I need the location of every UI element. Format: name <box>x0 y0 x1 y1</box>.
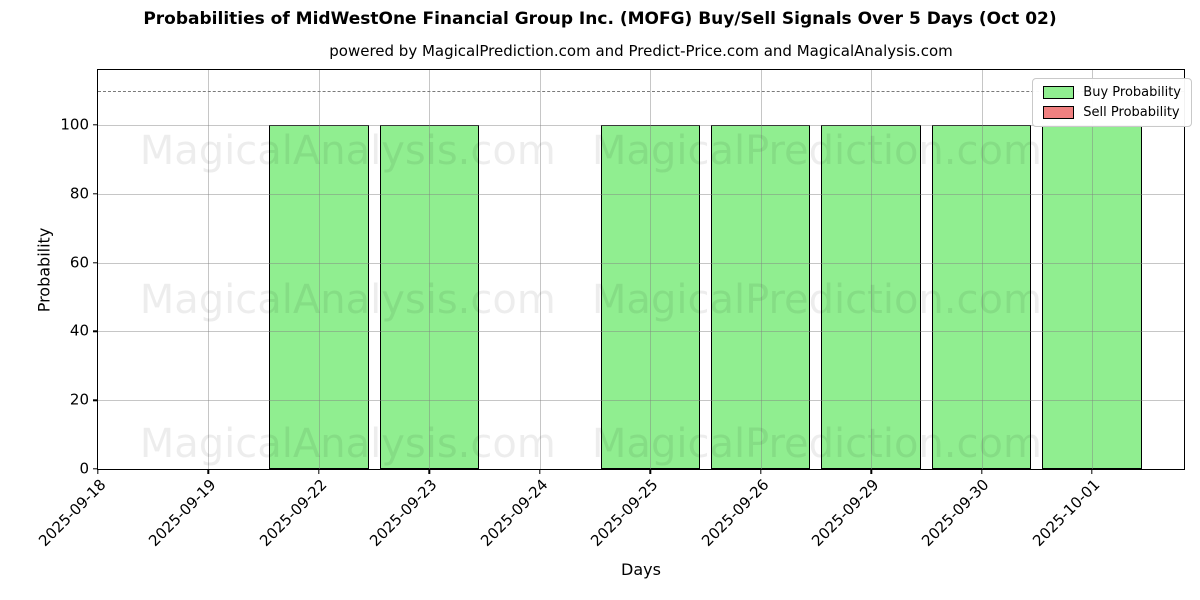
threshold-line <box>98 90 1184 92</box>
x-tick-label: 2025-09-24 <box>476 475 552 550</box>
y-gridline <box>98 400 1184 402</box>
x-gridline <box>539 70 541 469</box>
legend-item: Buy Probability <box>1043 86 1181 99</box>
x-gridline <box>208 70 210 469</box>
bar-buy-probability <box>269 125 369 469</box>
x-gridline <box>760 70 762 469</box>
chart-title: Probabilities of MidWestOne Financial Gr… <box>143 9 1057 29</box>
x-tick-label: 2025-09-23 <box>366 475 441 550</box>
x-tick-label: 2025-09-30 <box>918 475 993 550</box>
x-tick <box>980 469 983 474</box>
x-tick <box>428 469 431 474</box>
legend-label: Sell Probability <box>1083 105 1180 120</box>
y-tick-label: 60 <box>69 253 89 272</box>
y-tick <box>93 330 98 333</box>
bar-buy-probability <box>931 125 1032 469</box>
legend-item: Sell Probability <box>1043 106 1181 119</box>
x-tick <box>97 469 99 474</box>
x-gridline <box>650 70 652 469</box>
x-tick <box>649 469 651 474</box>
legend-swatch <box>1043 106 1075 119</box>
y-gridline <box>98 262 1184 264</box>
y-tick-label: 0 <box>79 459 89 478</box>
bar-buy-probability <box>710 125 811 469</box>
x-tick-label: 2025-09-29 <box>808 475 883 550</box>
y-tick-label: 40 <box>69 321 89 340</box>
chart-subtitle: powered by MagicalPrediction.com and Pre… <box>329 42 953 60</box>
y-tick <box>93 261 98 264</box>
x-axis-label: Days <box>621 560 661 579</box>
x-tick <box>539 469 541 474</box>
x-tick-label: 2025-09-18 <box>34 475 110 550</box>
y-gridline <box>98 331 1184 333</box>
bar-buy-probability <box>379 125 480 469</box>
x-tick <box>870 469 872 474</box>
x-tick <box>207 469 210 474</box>
y-gridline <box>98 125 1184 127</box>
x-gridline <box>429 70 431 469</box>
x-gridline <box>871 70 873 469</box>
y-tick-label: 20 <box>69 390 89 409</box>
x-tick-label: 2025-09-22 <box>255 475 331 550</box>
legend: Buy Probability Sell Probability <box>1032 78 1192 127</box>
y-axis-label: Probability <box>34 227 54 313</box>
y-tick-label: 100 <box>60 115 89 134</box>
x-tick <box>759 469 762 474</box>
x-tick <box>1091 469 1093 474</box>
x-tick-label: 2025-09-25 <box>587 475 662 550</box>
y-tick-label: 80 <box>69 184 89 203</box>
x-tick-label: 2025-10-01 <box>1028 475 1104 550</box>
bar-buy-probability <box>821 125 921 469</box>
legend-label: Buy Probability <box>1083 85 1181 100</box>
legend-swatch <box>1043 86 1075 99</box>
x-gridline <box>981 70 983 469</box>
x-tick-label: 2025-09-19 <box>145 475 220 550</box>
bar-buy-probability <box>1042 125 1142 469</box>
x-gridline <box>1092 70 1094 469</box>
bar-buy-probability <box>600 125 700 469</box>
y-tick <box>93 124 98 126</box>
y-tick <box>93 399 98 401</box>
y-tick <box>93 468 98 470</box>
y-gridline <box>98 193 1184 195</box>
x-tick-label: 2025-09-26 <box>697 475 773 550</box>
x-tick <box>318 469 320 474</box>
y-tick <box>93 193 98 195</box>
plot-area: Buy Probability Sell Probability 0 20 40 60 8… <box>35 69 1192 550</box>
x-gridline <box>318 70 320 469</box>
